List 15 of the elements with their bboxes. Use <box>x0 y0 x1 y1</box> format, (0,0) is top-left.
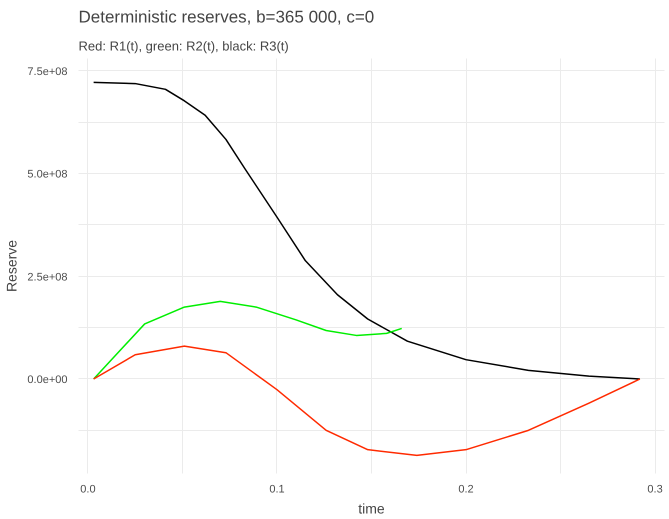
x-tick-label: 0.1 <box>269 484 285 496</box>
x-tick-label: 0.0 <box>80 484 96 496</box>
x-axis-title: time <box>358 500 385 516</box>
chart-subtitle: Red: R1(t), green: R2(t), black: R3(t) <box>78 38 289 54</box>
chart-title: Deterministic reserves, b=365 000, c=0 <box>78 8 374 26</box>
x-tick-label: 0.3 <box>647 484 663 496</box>
line-series <box>92 82 641 380</box>
line-series <box>92 300 402 380</box>
y-tick-label: 0.0e+00 <box>27 374 68 386</box>
line-series <box>92 345 641 456</box>
y-tick-label: 7.5e+08 <box>27 66 68 78</box>
y-tick-label: 5.0e+08 <box>27 168 68 181</box>
y-tick-label: 2.5e+08 <box>27 271 68 284</box>
y-axis-title: Reserve <box>3 240 20 292</box>
x-tick-label: 0.2 <box>458 484 474 496</box>
